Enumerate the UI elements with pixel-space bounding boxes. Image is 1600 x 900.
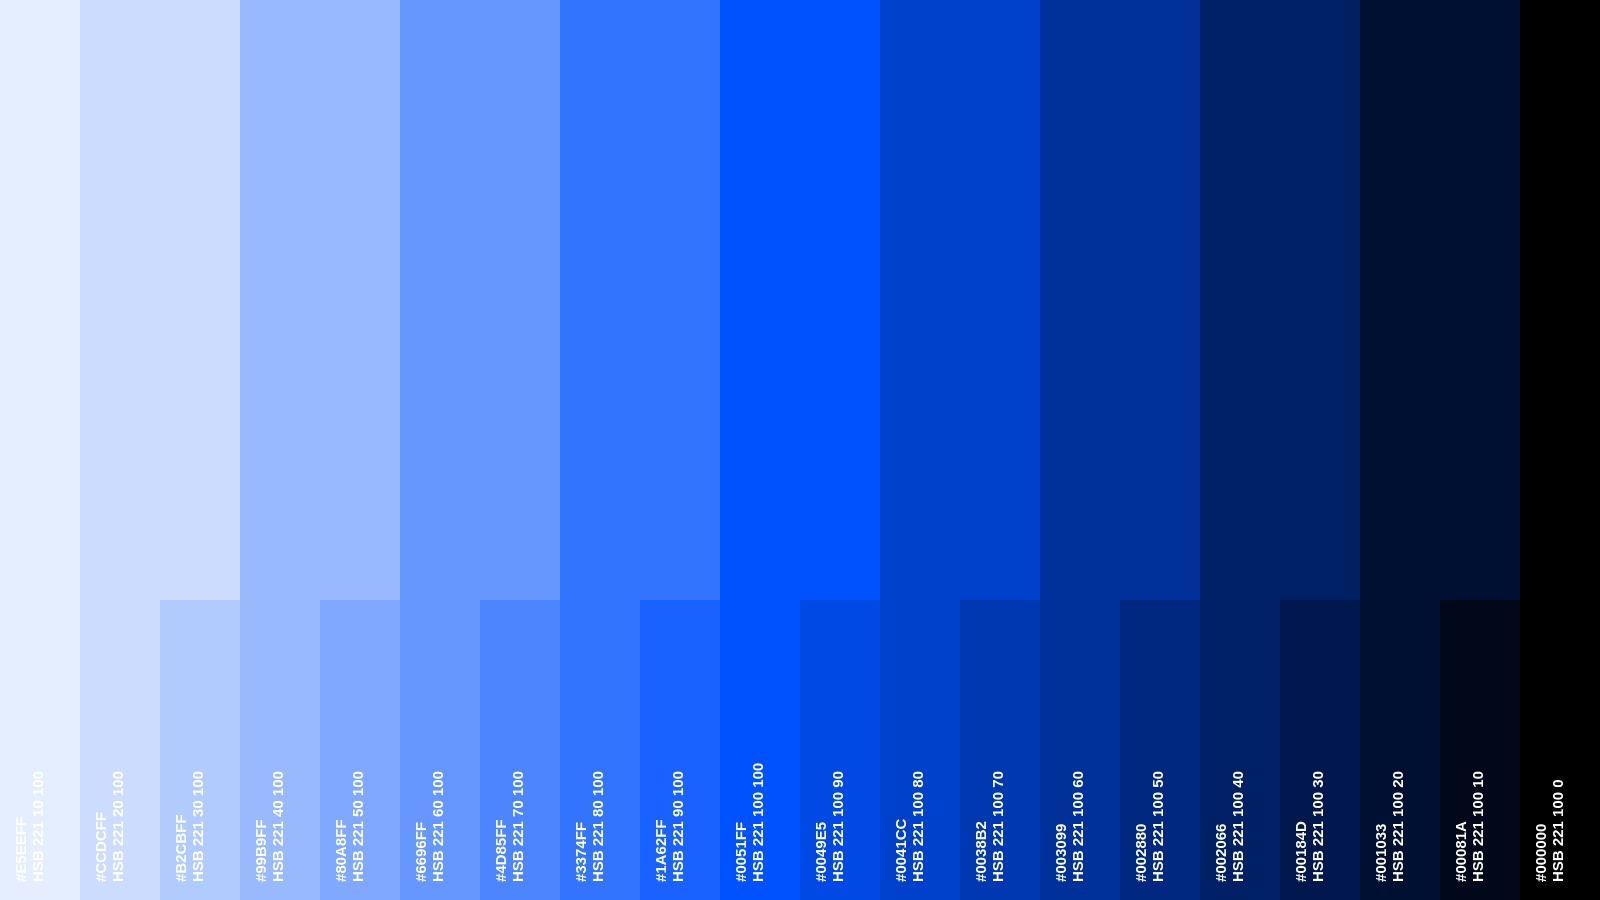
- hsb-label: HSB 221 90 100: [670, 771, 687, 882]
- hsb-label: HSB 221 50 100: [350, 771, 367, 882]
- hsb-label: HSB 221 100 80: [910, 771, 927, 882]
- hsb-label: HSB 221 100 30: [1310, 771, 1327, 882]
- hex-label: #0038B2: [973, 821, 990, 882]
- hsb-label: HSB 221 100 60: [1070, 771, 1087, 882]
- hex-label: #002880: [1133, 824, 1150, 882]
- swatch: [960, 600, 1040, 900]
- swatch: [800, 600, 880, 900]
- hsb-label: HSB 221 100 70: [990, 771, 1007, 882]
- hsb-label: HSB 221 70 100: [510, 771, 527, 882]
- top-swatch: [1200, 0, 1360, 600]
- top-swatch: [1040, 0, 1200, 600]
- hex-label: #0049E5: [813, 822, 830, 882]
- swatch: [240, 600, 320, 900]
- swatch: [320, 600, 400, 900]
- hex-label: #80A8FF: [333, 819, 350, 882]
- top-swatch: [80, 0, 240, 600]
- hsb-label: HSB 221 20 100: [110, 771, 127, 882]
- hsb-label: HSB 221 40 100: [270, 771, 287, 882]
- hex-label: #6696FF: [413, 822, 430, 882]
- hex-label: #00184D: [1293, 821, 1310, 882]
- swatch: [1520, 600, 1600, 900]
- hex-label: #1A62FF: [653, 819, 670, 882]
- hsb-label: HSB 221 100 100: [750, 763, 767, 882]
- hex-label: #0041CC: [893, 818, 910, 882]
- swatch: [80, 600, 160, 900]
- swatch: [640, 600, 720, 900]
- swatch: [400, 600, 480, 900]
- swatch: [720, 600, 800, 900]
- hsb-label: HSB 221 30 100: [190, 771, 207, 882]
- hex-label: #CCDCFF: [93, 812, 110, 882]
- swatch: [160, 600, 240, 900]
- top-swatch: [400, 0, 560, 600]
- hex-label: #4D85FF: [493, 819, 510, 882]
- hsb-label: HSB 221 60 100: [430, 771, 447, 882]
- hex-label: #E5EEFF: [13, 817, 30, 882]
- hsb-label: HSB 221 100 50: [1150, 771, 1167, 882]
- hsb-label: HSB 221 80 100: [590, 771, 607, 882]
- swatch: [880, 600, 960, 900]
- top-swatch: [720, 0, 880, 600]
- hex-label: #000000: [1533, 824, 1550, 882]
- swatch: [560, 600, 640, 900]
- top-swatch: [880, 0, 1040, 600]
- hex-label: #99B9FF: [253, 819, 270, 882]
- hsb-label: HSB 221 10 100: [30, 771, 47, 882]
- hex-label: #003099: [1053, 824, 1070, 882]
- swatch: [1280, 600, 1360, 900]
- top-swatch: [240, 0, 400, 600]
- hex-label: #B2CBFF: [173, 814, 190, 882]
- swatch: [1360, 600, 1440, 900]
- swatch: [1120, 600, 1200, 900]
- swatch: [0, 600, 80, 900]
- hex-label: #0051FF: [733, 822, 750, 882]
- hsb-label: HSB 221 100 20: [1390, 771, 1407, 882]
- hex-label: #002066: [1213, 824, 1230, 882]
- hex-label: #3374FF: [573, 822, 590, 882]
- swatch: [1440, 600, 1520, 900]
- hsb-label: HSB 221 100 10: [1470, 771, 1487, 882]
- swatch: [1200, 600, 1280, 900]
- swatch: [480, 600, 560, 900]
- hsb-label: HSB 221 100 0: [1550, 779, 1567, 882]
- hex-label: #001033: [1373, 824, 1390, 882]
- hex-label: #00081A: [1453, 821, 1470, 882]
- top-swatch: [0, 0, 80, 600]
- hsb-label: HSB 221 100 40: [1230, 771, 1247, 882]
- top-swatch: [560, 0, 720, 600]
- top-swatch: [1360, 0, 1520, 600]
- hsb-label: HSB 221 100 90: [830, 771, 847, 882]
- top-swatch: [1520, 0, 1600, 600]
- swatch: [1040, 600, 1120, 900]
